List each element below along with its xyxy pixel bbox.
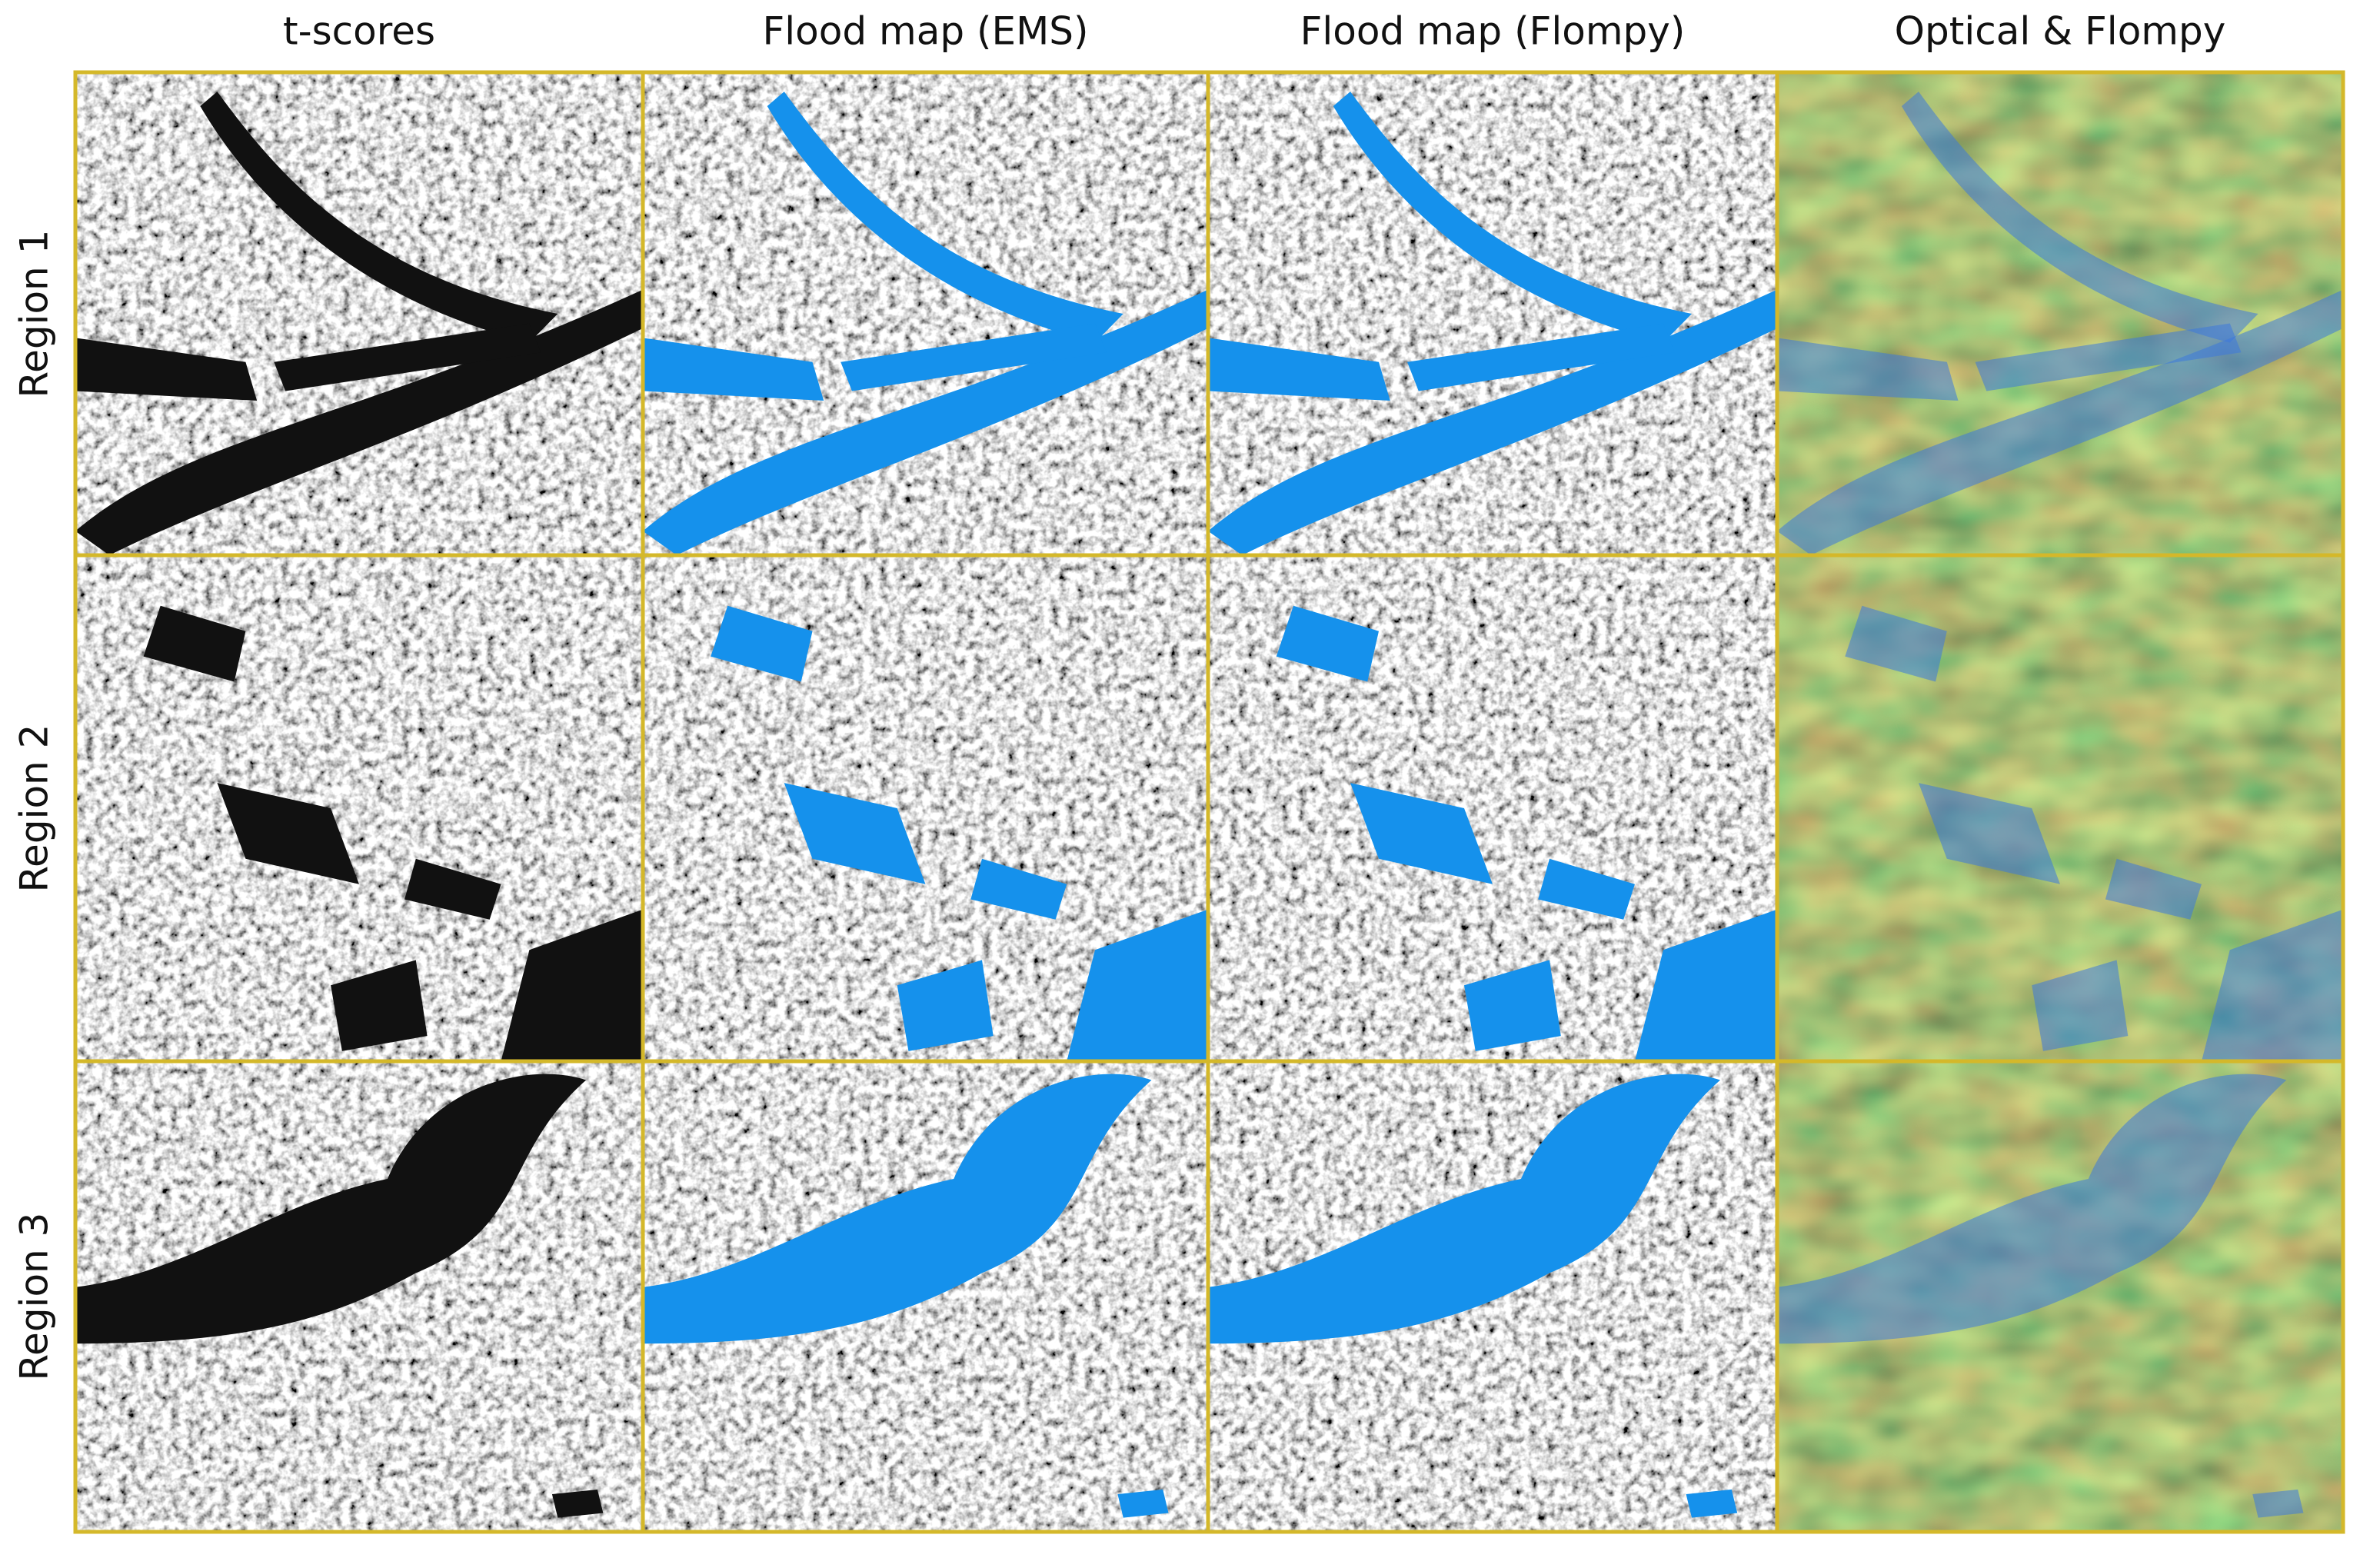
column-header: t-scores xyxy=(283,9,435,54)
flood-area xyxy=(1901,92,2258,343)
flood-area xyxy=(2202,909,2343,1061)
flood-area xyxy=(551,1489,604,1518)
flood-area xyxy=(217,783,359,884)
flood-area xyxy=(970,858,1067,920)
flood-area xyxy=(2105,858,2202,920)
flood-area xyxy=(1777,1074,2287,1344)
row-label: Region 1 xyxy=(12,230,57,398)
column-header: Optical & Flompy xyxy=(1895,9,2226,54)
flood-area xyxy=(1975,323,2242,391)
panel-border xyxy=(1775,1059,2345,1534)
flood-area xyxy=(1333,92,1692,343)
flood-area xyxy=(200,92,558,343)
panel xyxy=(73,1059,645,1534)
flood-area xyxy=(784,783,926,884)
flood-area xyxy=(1407,323,1675,391)
flood-area xyxy=(2032,960,2129,1051)
panel xyxy=(1775,70,2345,558)
column-header: Flood map (EMS) xyxy=(763,9,1089,54)
flood-area xyxy=(1276,605,1379,682)
flood-area xyxy=(1208,1074,1720,1344)
flood-area xyxy=(2252,1489,2304,1518)
panel xyxy=(1775,553,2345,1064)
flood-area xyxy=(1845,605,1947,682)
flood-area xyxy=(274,323,541,391)
flood-area xyxy=(643,1074,1152,1344)
panel xyxy=(73,70,645,558)
panel xyxy=(1206,70,1779,558)
flood-area xyxy=(643,338,824,401)
panel xyxy=(1775,1059,2345,1534)
flood-area xyxy=(143,605,246,682)
flood-area xyxy=(1067,909,1208,1061)
flood-area xyxy=(1635,909,1777,1061)
panel xyxy=(641,1059,1210,1534)
panel xyxy=(1206,553,1779,1064)
flood-area xyxy=(1919,783,2060,884)
column-header: Flood map (Flompy) xyxy=(1300,9,1686,54)
flood-area xyxy=(331,960,428,1051)
flood-area xyxy=(1208,338,1390,401)
flood-area xyxy=(897,960,994,1051)
panel xyxy=(641,70,1210,558)
panel xyxy=(1206,1059,1779,1534)
flood-area xyxy=(1777,338,1959,401)
row-label: Region 2 xyxy=(12,724,57,893)
flood-area xyxy=(711,605,813,682)
flood-area xyxy=(501,909,643,1061)
row-label: Region 3 xyxy=(12,1213,57,1381)
flood-area xyxy=(1117,1489,1169,1518)
flood-area xyxy=(1464,960,1561,1051)
flood-area xyxy=(840,323,1107,391)
flood-area xyxy=(75,338,258,401)
flood-area xyxy=(767,92,1123,343)
flood-area xyxy=(1350,783,1493,884)
flood-area xyxy=(404,858,501,920)
panel xyxy=(641,553,1210,1064)
panel xyxy=(73,553,645,1064)
flood-area xyxy=(1686,1489,1738,1518)
flood-area xyxy=(1538,858,1635,920)
flood-area xyxy=(75,1074,587,1344)
